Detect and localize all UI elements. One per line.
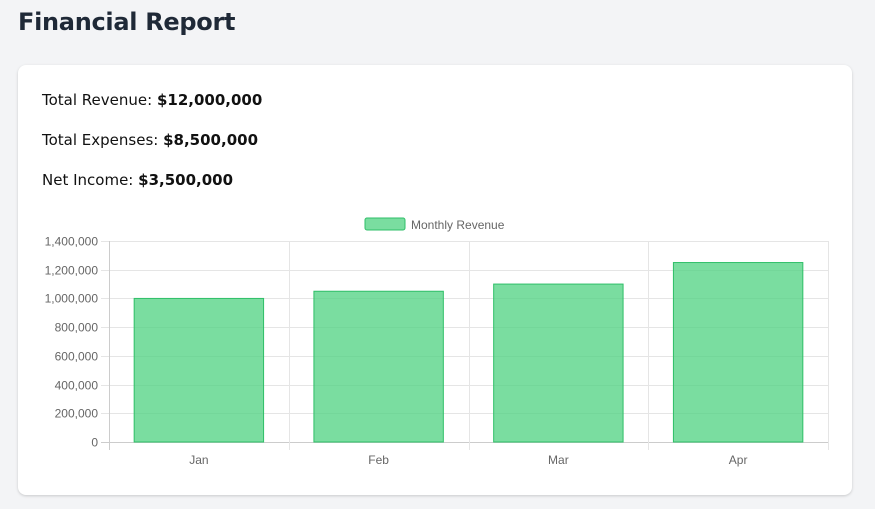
x-tick-label: Feb xyxy=(368,453,389,467)
total-expenses-label: Total Expenses: xyxy=(42,131,159,149)
total-revenue-label: Total Revenue: xyxy=(42,91,153,109)
y-tick-label: 600,000 xyxy=(55,350,99,364)
y-tick-label: 400,000 xyxy=(55,379,99,393)
legend-label: Monthly Revenue xyxy=(411,218,505,232)
bar-jan xyxy=(133,297,265,443)
y-tick-label: 1,000,000 xyxy=(45,292,99,306)
total-revenue-row: Total Revenue: $12,000,000 xyxy=(42,91,262,109)
report-card: Total Revenue: $12,000,000 Total Expense… xyxy=(18,65,852,495)
legend-swatch xyxy=(364,217,406,231)
bar-mar xyxy=(493,283,624,443)
x-tick-label: Apr xyxy=(729,453,748,467)
x-tick-label: Jan xyxy=(189,453,208,467)
net-income-label: Net Income: xyxy=(42,171,134,189)
net-income-value: $3,500,000 xyxy=(138,171,234,189)
y-tick-label: 200,000 xyxy=(55,407,99,421)
bar-apr xyxy=(672,262,804,443)
y-tick-label: 800,000 xyxy=(55,321,99,335)
y-tick-label: 1,400,000 xyxy=(45,235,99,249)
y-tick-label: 0 xyxy=(91,436,98,450)
x-tick-label: Mar xyxy=(548,453,569,467)
revenue-bar-chart: 0 200,000 400,000 600,000 800,000 1,000,000 1,… xyxy=(45,217,829,467)
page-title: Financial Report xyxy=(18,8,236,36)
total-revenue-value: $12,000,000 xyxy=(156,91,263,109)
net-income-row: Net Income: $3,500,000 xyxy=(42,171,233,189)
total-expenses-row: Total Expenses: $8,500,000 xyxy=(42,131,258,149)
bar-feb xyxy=(313,290,444,443)
y-tick-label: 1,200,000 xyxy=(45,264,99,278)
total-expenses-value: $8,500,000 xyxy=(163,131,259,149)
